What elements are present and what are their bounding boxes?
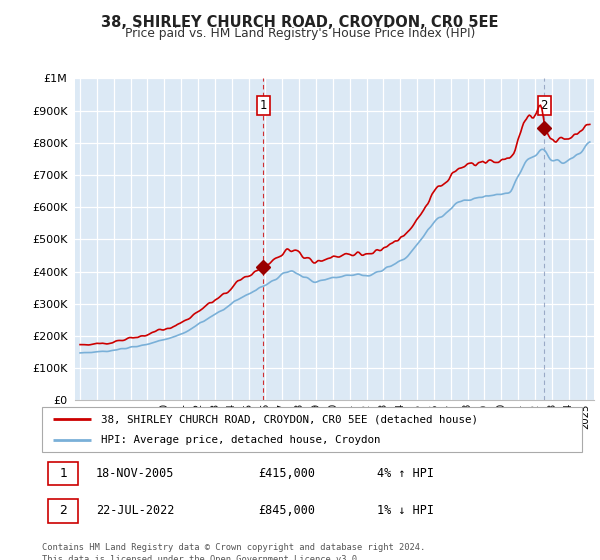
Text: 1: 1 (59, 467, 67, 480)
Text: 4% ↑ HPI: 4% ↑ HPI (377, 467, 434, 480)
Text: £415,000: £415,000 (258, 467, 315, 480)
Text: 22-JUL-2022: 22-JUL-2022 (96, 505, 175, 517)
FancyBboxPatch shape (49, 462, 78, 486)
FancyBboxPatch shape (49, 499, 78, 523)
Text: Contains HM Land Registry data © Crown copyright and database right 2024.
This d: Contains HM Land Registry data © Crown c… (42, 543, 425, 560)
Text: Price paid vs. HM Land Registry's House Price Index (HPI): Price paid vs. HM Land Registry's House … (125, 27, 475, 40)
Text: 2: 2 (541, 99, 548, 112)
FancyBboxPatch shape (42, 407, 582, 452)
Text: 18-NOV-2005: 18-NOV-2005 (96, 467, 175, 480)
Text: 1: 1 (260, 99, 267, 112)
Text: 2: 2 (59, 505, 67, 517)
Text: 38, SHIRLEY CHURCH ROAD, CROYDON, CR0 5EE: 38, SHIRLEY CHURCH ROAD, CROYDON, CR0 5E… (101, 15, 499, 30)
Text: 38, SHIRLEY CHURCH ROAD, CROYDON, CR0 5EE (detached house): 38, SHIRLEY CHURCH ROAD, CROYDON, CR0 5E… (101, 414, 478, 424)
Text: 1% ↓ HPI: 1% ↓ HPI (377, 505, 434, 517)
Text: HPI: Average price, detached house, Croydon: HPI: Average price, detached house, Croy… (101, 435, 381, 445)
Text: £845,000: £845,000 (258, 505, 315, 517)
